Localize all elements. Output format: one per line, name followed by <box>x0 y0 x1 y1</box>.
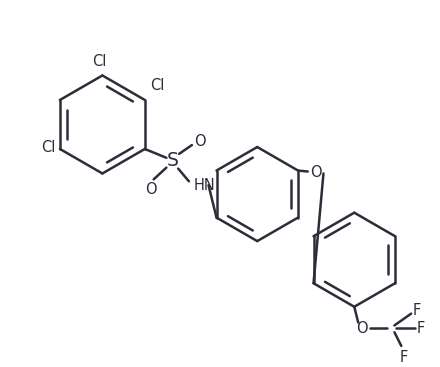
Text: O: O <box>356 321 368 336</box>
Text: S: S <box>166 151 178 170</box>
Text: Cl: Cl <box>92 54 106 69</box>
Text: F: F <box>413 303 422 318</box>
Text: F: F <box>417 321 425 336</box>
Text: Cl: Cl <box>40 139 55 155</box>
Text: O: O <box>194 134 205 149</box>
Text: Cl: Cl <box>150 78 164 93</box>
Text: O: O <box>310 165 322 180</box>
Text: O: O <box>145 182 157 197</box>
Text: HN: HN <box>194 178 216 193</box>
Text: F: F <box>399 350 407 365</box>
